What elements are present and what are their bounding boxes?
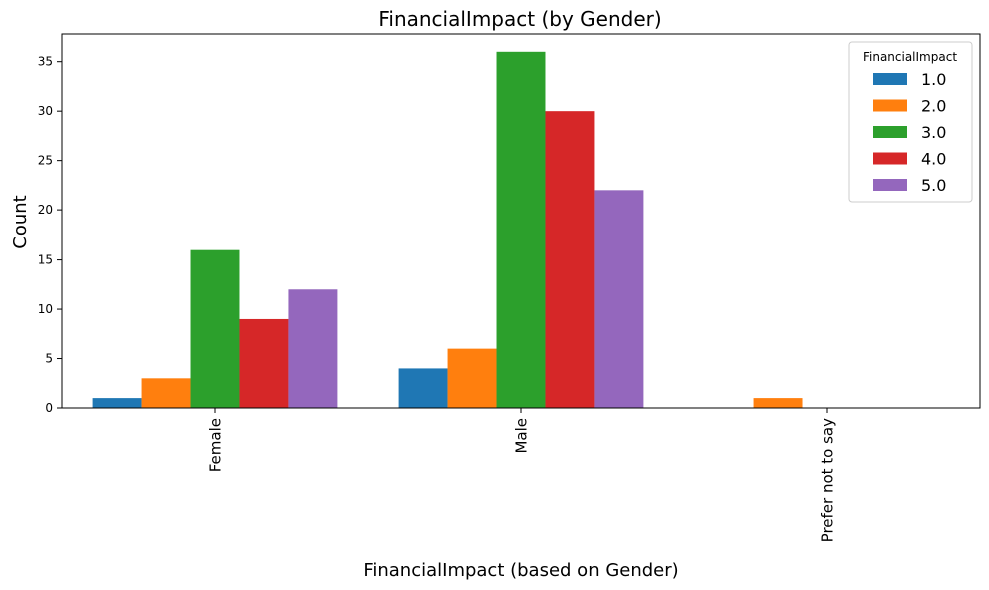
bar-female-series-4	[239, 318, 289, 408]
legend-swatch	[873, 99, 907, 112]
y-tick-label: 15	[38, 253, 53, 267]
y-tick-label: 10	[38, 302, 53, 316]
bar-prefer-not-to-say-series-2	[753, 398, 803, 408]
bar-female-series-5	[288, 289, 338, 408]
legend-swatch	[873, 152, 907, 165]
bar-female-series-2	[141, 378, 191, 408]
y-tick-label: 30	[38, 104, 53, 118]
legend-swatch	[873, 126, 907, 138]
y-tick-label: 20	[38, 203, 53, 217]
legend-label: 1.0	[921, 70, 946, 89]
bars-layer	[92, 51, 803, 409]
bar-male-series-5	[594, 190, 644, 408]
x-tick-label: Female	[206, 418, 224, 472]
legend-swatch	[873, 73, 907, 85]
chart-title: FinancialImpact (by Gender)	[378, 7, 661, 31]
plot-area	[61, 33, 981, 409]
bar-male-series-2	[447, 348, 497, 408]
bar-male-series-3	[496, 51, 546, 409]
legend-items: 1.0 2.0 3.0 4.0 5.0	[873, 70, 946, 195]
bar-male-series-4	[545, 111, 595, 409]
x-axis-label: FinancialImpact (based on Gender)	[363, 560, 678, 581]
x-tick-label: Prefer not to say	[818, 418, 836, 542]
legend-title: FinancialImpact	[863, 50, 957, 64]
legend-label: 4.0	[921, 150, 946, 169]
legend-label: 5.0	[921, 176, 946, 195]
x-axis: Female Male Prefer not to say	[206, 408, 836, 542]
bar-female-series-3	[190, 249, 240, 408]
y-tick-label: 25	[38, 154, 53, 168]
bar-female-series-1	[92, 398, 142, 408]
y-axis-label: Count	[10, 195, 31, 248]
bar-male-series-1	[398, 368, 448, 408]
y-tick-label: 5	[45, 352, 53, 366]
y-tick-label: 0	[45, 401, 53, 415]
y-tick-label: 35	[38, 55, 53, 69]
legend-box	[848, 41, 973, 203]
legend-label: 3.0	[921, 123, 946, 142]
x-tick-label: Male	[512, 418, 530, 454]
y-axis: 0 5 10 15 20 25 30 35	[38, 55, 62, 415]
legend-swatch	[873, 179, 907, 191]
legend: FinancialImpact 1.0 2.0 3.0 4.0 5.0	[848, 41, 973, 203]
legend-label: 2.0	[921, 97, 946, 116]
